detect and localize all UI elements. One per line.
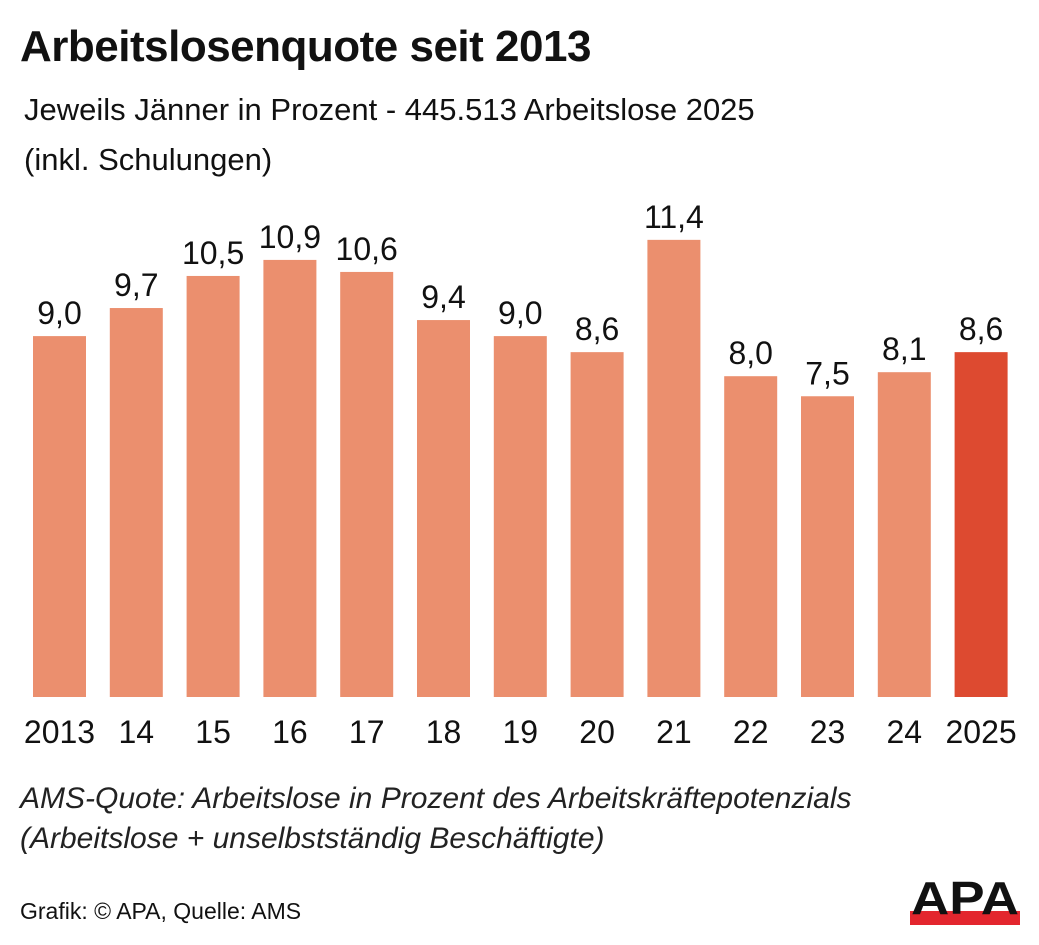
data-label: 7,5	[805, 355, 849, 391]
x-tick-label: 2013	[24, 714, 95, 750]
chart-title: Arbeitslosenquote seit 2013	[20, 22, 591, 71]
bar	[109, 308, 163, 697]
x-tick-label: 16	[272, 714, 308, 750]
bar	[801, 396, 854, 697]
data-label: 10,6	[336, 231, 398, 267]
bar	[493, 336, 547, 697]
x-tick-label: 18	[426, 714, 462, 750]
data-label: 9,0	[37, 295, 81, 331]
x-tick-label: 14	[119, 714, 155, 750]
bar	[877, 372, 931, 697]
credit: Grafik: © APA, Quelle: AMS	[20, 898, 302, 924]
x-tick-label: 21	[656, 714, 692, 750]
footnote: AMS-Quote: Arbeitslose in Prozent des Ar…	[20, 782, 852, 815]
x-tick-label: 20	[579, 714, 615, 750]
data-label: 8,6	[959, 311, 1003, 347]
x-tick-label: 24	[887, 714, 923, 750]
data-label: 11,4	[644, 199, 704, 235]
bar	[33, 336, 86, 697]
data-label: 8,1	[882, 331, 926, 367]
x-tick-label: 15	[195, 714, 231, 750]
data-label: 9,4	[421, 279, 465, 315]
bar	[724, 376, 778, 697]
data-label: 10,5	[182, 235, 244, 271]
bar	[570, 352, 624, 697]
svg-text:APA: APA	[911, 872, 1019, 924]
x-tick-label: 22	[733, 714, 769, 750]
bar	[954, 352, 1008, 697]
bar	[417, 320, 470, 697]
bar	[263, 259, 317, 697]
bar-chart: 9,0 2013 9,7 14 10,5 15 10,9 16 10,6 17 9,4 18 9,0 19…	[24, 199, 1017, 750]
bar	[647, 239, 701, 698]
data-label: 8,0	[728, 335, 772, 371]
data-label: 9,7	[114, 267, 158, 303]
chart-subtitle-2: (inkl. Schulungen)	[24, 142, 273, 177]
data-label: 9,0	[498, 295, 542, 331]
x-tick-label: 19	[503, 714, 539, 750]
chart-subtitle: Jeweils Jänner in Prozent - 445.513 Arbe…	[24, 92, 755, 127]
bar	[186, 275, 240, 697]
data-label: 10,9	[259, 219, 321, 255]
x-tick-label: 2025	[946, 714, 1017, 750]
bar	[340, 271, 394, 697]
x-tick-label: 17	[349, 714, 385, 750]
footnote-2: (Arbeitslose + unselbstständig Beschäfti…	[20, 822, 605, 855]
data-label: 8,6	[575, 311, 619, 347]
x-tick-label: 23	[810, 714, 846, 750]
